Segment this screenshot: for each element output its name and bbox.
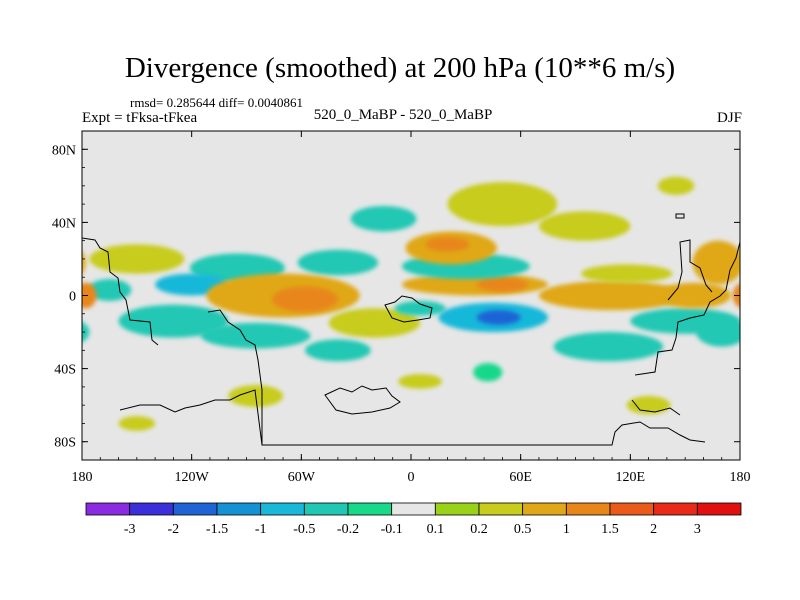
anomaly-blob-11 (394, 300, 446, 316)
experiment-label: Expt = tFksa-tFkea (82, 110, 198, 126)
anomaly-blob-2 (89, 244, 185, 274)
x-tick-label: 120W (175, 470, 210, 485)
colorbar-label: -0.2 (337, 522, 359, 537)
colorbar-swatch (565, 502, 611, 516)
season-label: DJF (716, 110, 742, 126)
colorbar-label: 1.5 (601, 522, 619, 537)
australia-coastline (634, 241, 740, 376)
anomaly-blob-35 (304, 339, 371, 362)
anomaly-blob-27 (692, 240, 740, 285)
colorbar-swatch (216, 502, 262, 516)
colorbar-label: -0.5 (293, 522, 315, 537)
colorbar: -3 -2 -1.5 -1 -0.5 -0.2 -0.1 0.1 0.2 0.5 1 1.5 2 3 (85, 502, 742, 537)
anomaly-blob-31 (626, 396, 671, 415)
colorbar-swatch (303, 502, 349, 516)
chart-title: Divergence (smoothed) at 200 hPa (10**6 … (124, 52, 676, 84)
stats-label: rmsd= 0.285644 diff= 0.0040861 (130, 95, 303, 110)
anomaly-blob-24 (553, 332, 664, 362)
anomaly-blob-33 (398, 374, 443, 389)
y-tick-label: 80S (54, 436, 76, 451)
y-tick-label: 0 (69, 290, 76, 305)
colorbar-swatch (347, 502, 393, 516)
colorbar-swatch (391, 502, 436, 516)
colorbar-swatch (260, 502, 305, 516)
anomaly-blob-7 (272, 286, 338, 312)
asia-coastline (667, 239, 713, 301)
colorbar-label: -1.5 (206, 522, 228, 537)
anomaly-blob-15 (476, 277, 528, 292)
colorbar-swatch (478, 502, 524, 516)
antarctica-coastline (119, 389, 706, 446)
anomaly-blob-wrap-27 (82, 251, 86, 274)
anomaly-blob-23 (580, 264, 673, 283)
anomaly-blob-4 (87, 279, 132, 301)
x-tick-label: 60E (509, 470, 532, 485)
case-subtitle: 520_0_MaBP - 520_0_MaBP (313, 107, 493, 123)
colorbar-label: 0.5 (514, 522, 532, 537)
colorbar-label: 2 (650, 522, 657, 537)
colorbar-label: 3 (694, 522, 701, 537)
coastlines (82, 213, 740, 446)
anomaly-blob-13 (476, 310, 521, 325)
colorbar-swatch (696, 502, 742, 516)
anomaly-blob-20 (538, 211, 631, 241)
anomaly-blob-10 (328, 308, 421, 338)
anomaly-blob-22 (538, 280, 686, 311)
colorbar-swatch (129, 502, 174, 516)
anomaly-blob-26 (657, 282, 731, 309)
colorbar-label: -1 (255, 522, 267, 537)
anomaly-blob-21 (350, 205, 417, 232)
colorbar-label: -0.1 (381, 522, 403, 537)
anomaly-blob-32 (473, 363, 503, 382)
southern-ocean-contour (324, 385, 401, 415)
island-coastline (675, 213, 685, 219)
africa-coastline (384, 295, 433, 323)
colorbar-swatch (434, 502, 480, 516)
anomaly-blob-28 (696, 317, 740, 347)
x-tick-label: 0 (408, 470, 415, 485)
x-tick-label: 180 (72, 470, 93, 485)
anomaly-blob-30 (118, 416, 156, 431)
anomaly-blob-19 (447, 182, 558, 227)
y-tick-label: 80N (52, 143, 76, 158)
colorbar-label: 0.2 (470, 522, 488, 537)
colorbar-label: -3 (124, 522, 136, 537)
axes: 180 120W 60W 0 60E 120E 180 80N 40N 0 40S 80S (52, 131, 751, 485)
indonesia-coastline (631, 399, 681, 416)
colorbar-label: 0.1 (427, 522, 445, 537)
south-america-coastline (207, 309, 263, 445)
y-tick-label: 40S (54, 363, 76, 378)
colorbar-label: -2 (167, 522, 179, 537)
colorbar-swatch (609, 502, 655, 516)
y-tick-label: 40N (52, 216, 76, 231)
anomaly-blob-9 (200, 322, 311, 349)
anomaly-blob-1 (297, 249, 379, 276)
colorbar-swatch (85, 502, 131, 516)
colorbar-swatch (172, 502, 218, 516)
anomaly-blob-29 (657, 176, 695, 195)
anomaly-blob-18 (425, 237, 470, 252)
anomaly-blob-8 (118, 304, 229, 338)
colorbar-swatch (653, 502, 698, 516)
anomaly-blob-5 (82, 282, 97, 309)
x-tick-label: 60W (288, 470, 316, 485)
anomaly-blob-wrap-28 (82, 321, 90, 343)
x-tick-label: 120E (616, 470, 646, 485)
colorbar-swatch (522, 502, 567, 516)
colorbar-label: 1 (563, 522, 570, 537)
x-tick-label: 180 (730, 470, 751, 485)
north-america-coastline (82, 237, 159, 346)
